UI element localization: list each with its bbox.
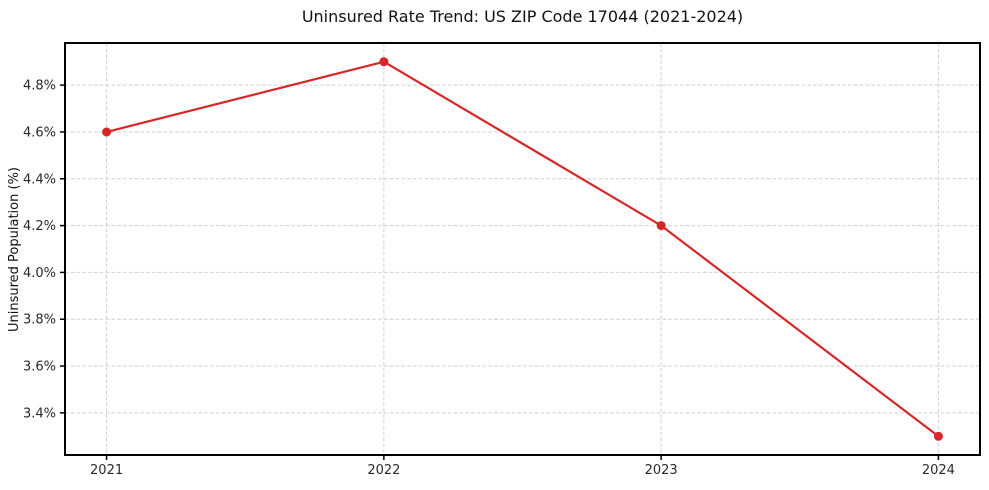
data-point xyxy=(656,221,666,231)
y-tick-label: 4.8% xyxy=(23,79,56,94)
plot-border xyxy=(64,42,981,456)
y-tick-label: 3.4% xyxy=(23,406,56,421)
y-tick-label: 4.0% xyxy=(23,266,56,281)
x-tick-label: 2022 xyxy=(367,463,400,478)
y-tick-label: 3.8% xyxy=(23,313,56,328)
trend-line xyxy=(105,60,940,438)
y-tick-label: 4.2% xyxy=(23,219,56,234)
y-tick-label: 3.6% xyxy=(23,360,56,375)
data-point xyxy=(379,57,389,67)
x-tick-label: 2023 xyxy=(645,463,678,478)
x-tick-label: 2021 xyxy=(90,463,123,478)
data-point xyxy=(102,127,112,137)
data-point xyxy=(933,431,943,441)
x-tick-label: 2024 xyxy=(922,463,955,478)
y-tick-label: 4.6% xyxy=(23,125,56,140)
y-tick-label: 4.4% xyxy=(23,172,56,187)
chart-title: Uninsured Rate Trend: US ZIP Code 17044 … xyxy=(301,7,744,26)
